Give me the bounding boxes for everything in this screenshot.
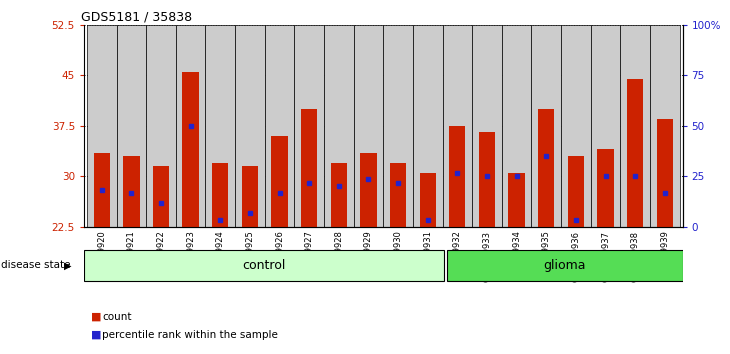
Bar <box>212 163 228 227</box>
Text: GSM769926: GSM769926 <box>275 230 284 281</box>
Bar <box>479 132 495 227</box>
Text: GSM769939: GSM769939 <box>660 230 669 281</box>
Bar <box>591 25 620 227</box>
Bar <box>146 25 176 227</box>
Bar <box>656 119 673 227</box>
Bar <box>383 25 413 227</box>
Text: GSM769932: GSM769932 <box>453 230 462 281</box>
Bar <box>87 25 117 227</box>
Bar <box>413 25 442 227</box>
Text: GSM769935: GSM769935 <box>542 230 550 281</box>
Bar <box>627 79 643 227</box>
Bar <box>265 25 294 227</box>
Text: GSM769936: GSM769936 <box>572 230 580 281</box>
Text: GSM769933: GSM769933 <box>483 230 491 281</box>
Bar <box>272 136 288 227</box>
Text: count: count <box>102 312 131 322</box>
Bar <box>447 250 683 281</box>
Text: GSM769928: GSM769928 <box>334 230 343 281</box>
Bar <box>235 25 265 227</box>
Text: GSM769938: GSM769938 <box>631 230 639 281</box>
Bar <box>84 250 444 281</box>
Bar <box>331 163 347 227</box>
Bar <box>361 153 377 227</box>
Bar <box>568 156 584 227</box>
Bar <box>449 126 466 227</box>
Bar <box>176 25 205 227</box>
Bar <box>538 109 554 227</box>
Bar <box>182 72 199 227</box>
Text: GDS5181 / 35838: GDS5181 / 35838 <box>81 11 192 24</box>
Text: GSM769934: GSM769934 <box>512 230 521 281</box>
Text: ■: ■ <box>91 330 101 339</box>
Text: GSM769930: GSM769930 <box>393 230 402 281</box>
Bar <box>531 25 561 227</box>
Bar <box>620 25 650 227</box>
Bar <box>123 156 139 227</box>
Text: GSM769929: GSM769929 <box>364 230 373 281</box>
Text: GSM769924: GSM769924 <box>216 230 225 281</box>
Bar <box>353 25 383 227</box>
Text: GSM769931: GSM769931 <box>423 230 432 281</box>
Text: disease state: disease state <box>1 261 70 270</box>
Bar <box>472 25 502 227</box>
Bar <box>442 25 472 227</box>
Bar <box>502 25 531 227</box>
Bar <box>597 149 614 227</box>
Bar <box>390 163 406 227</box>
Text: GSM769937: GSM769937 <box>601 230 610 281</box>
Text: ■: ■ <box>91 312 101 322</box>
Text: GSM769923: GSM769923 <box>186 230 195 281</box>
Text: GSM769925: GSM769925 <box>245 230 254 281</box>
Bar <box>420 173 436 227</box>
Bar <box>561 25 591 227</box>
Bar <box>93 153 110 227</box>
Bar <box>324 25 353 227</box>
Text: GSM769920: GSM769920 <box>97 230 107 281</box>
Bar <box>242 166 258 227</box>
Text: control: control <box>242 259 285 272</box>
Bar <box>117 25 146 227</box>
Bar <box>153 166 169 227</box>
Bar <box>650 25 680 227</box>
Bar <box>205 25 235 227</box>
Text: ▶: ▶ <box>64 261 72 270</box>
Text: percentile rank within the sample: percentile rank within the sample <box>102 330 278 339</box>
Text: GSM769922: GSM769922 <box>156 230 166 281</box>
Bar <box>301 109 318 227</box>
Text: GSM769927: GSM769927 <box>304 230 314 281</box>
Bar <box>509 173 525 227</box>
Text: glioma: glioma <box>544 259 586 272</box>
Bar <box>294 25 324 227</box>
Text: GSM769921: GSM769921 <box>127 230 136 281</box>
